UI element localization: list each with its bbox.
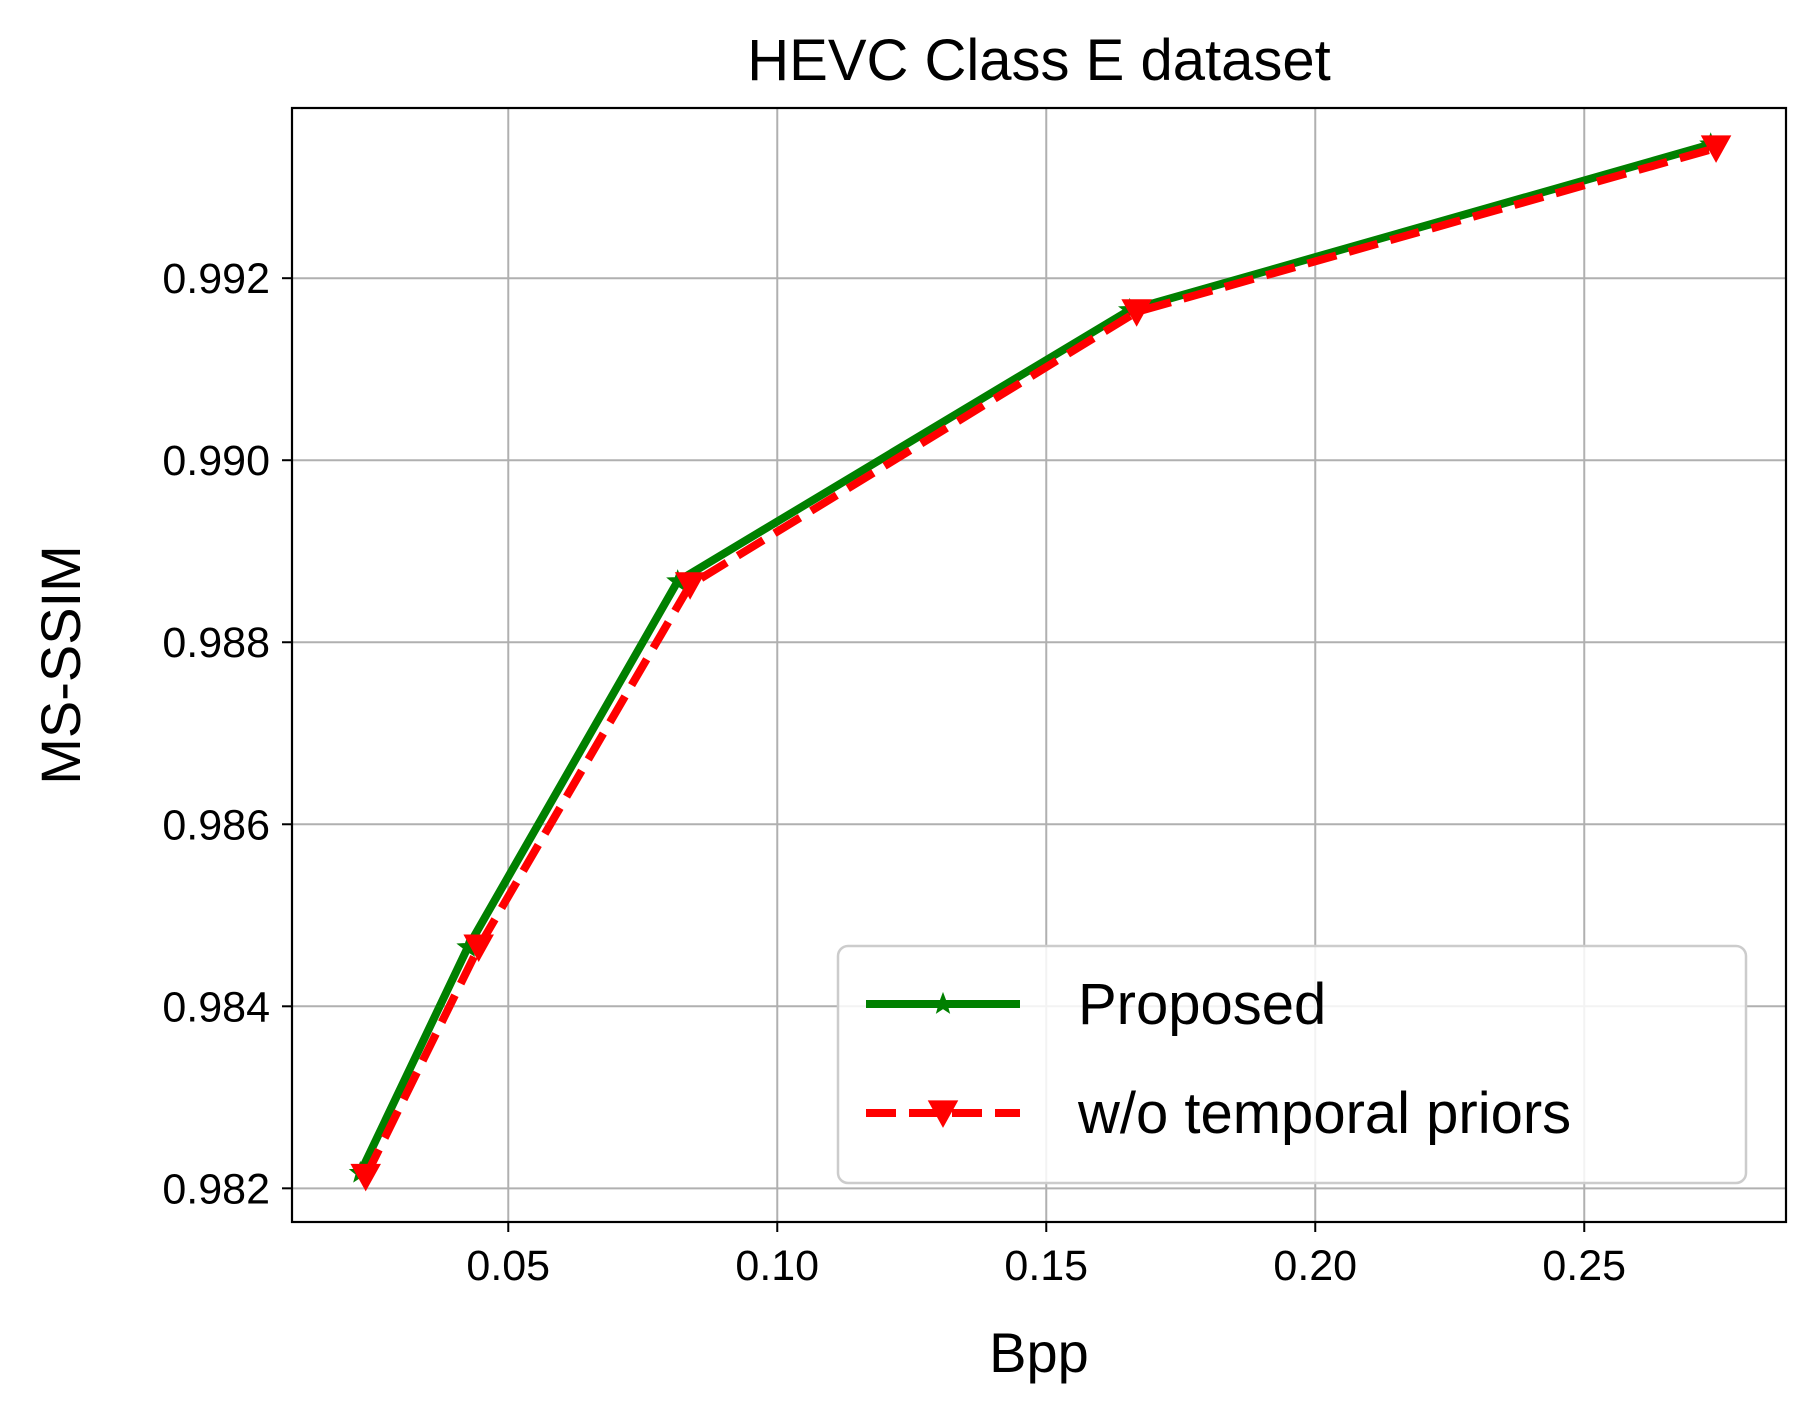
legend-entry: Proposed <box>866 972 1326 1037</box>
y-tick-label: 0.992 <box>162 255 270 303</box>
x-tick-label: 0.20 <box>1273 1242 1357 1290</box>
legend-label: Proposed <box>1078 972 1326 1037</box>
y-tick-label: 0.982 <box>162 1165 270 1213</box>
x-axis-label: Bpp <box>989 1321 1089 1384</box>
x-tick-label: 0.15 <box>1004 1242 1088 1290</box>
y-tick-label: 0.990 <box>162 437 270 485</box>
data-point-marker <box>1700 135 1732 163</box>
data-point-marker <box>463 934 494 962</box>
x-tick-label: 0.05 <box>466 1242 550 1290</box>
data-point-marker <box>674 572 706 600</box>
data-series <box>348 132 1732 1192</box>
legend: Proposed w/o temporal priors <box>836 944 1748 1185</box>
grid-lines <box>292 108 1786 1222</box>
legend-entry: w/o temporal priors <box>866 1081 1571 1146</box>
legend-swatch-marker <box>931 991 955 1014</box>
y-tick-label: 0.986 <box>162 801 270 849</box>
x-tick-label: 0.10 <box>735 1242 819 1290</box>
y-axis-label: MS-SSIM <box>29 545 92 785</box>
y-tick-label: 0.984 <box>162 983 270 1031</box>
data-point-marker <box>350 1163 381 1192</box>
y-tick-label: 0.988 <box>162 619 270 667</box>
legend-label: w/o temporal priors <box>1077 1081 1571 1146</box>
axis-ticks: 0.05 0.10 0.15 0.20 0.25 0.982 0.984 0.986 0.988… <box>162 255 1626 1290</box>
plot-area-frame <box>290 106 1788 1224</box>
chart-title: HEVC Class E dataset <box>747 28 1330 93</box>
legend-swatch-marker <box>927 1100 959 1128</box>
x-tick-label: 0.25 <box>1542 1242 1626 1290</box>
series-line <box>362 144 1718 1179</box>
series-without-temporal-priors <box>350 135 1732 1192</box>
data-point-marker <box>1121 299 1152 327</box>
legend-box <box>836 944 1748 1185</box>
